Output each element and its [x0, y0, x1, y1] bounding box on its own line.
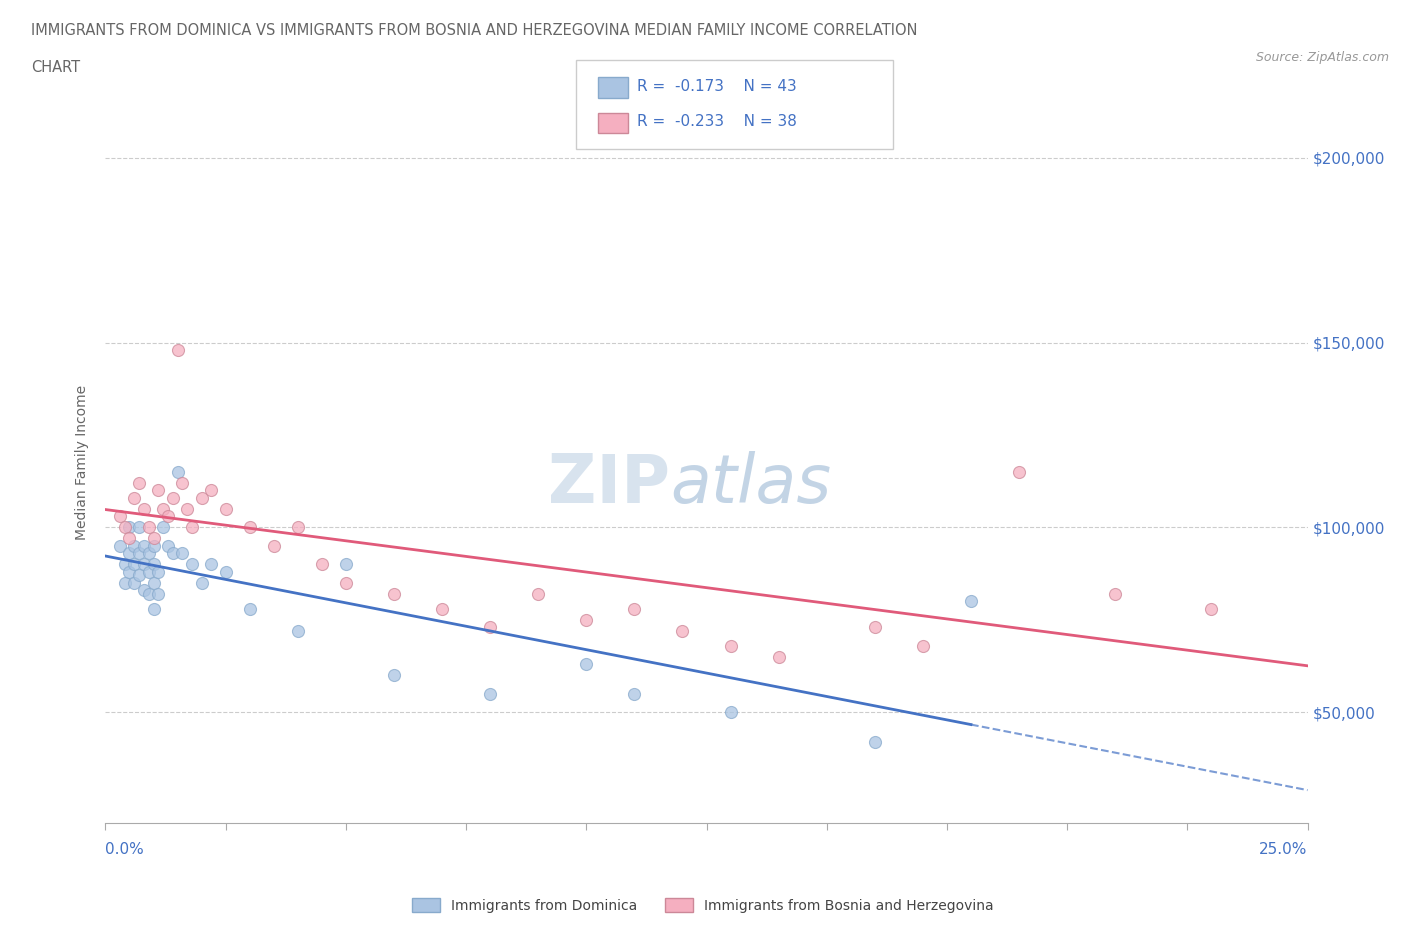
Legend: Immigrants from Dominica, Immigrants from Bosnia and Herzegovina: Immigrants from Dominica, Immigrants fro… — [406, 893, 1000, 919]
Point — [132, 557, 155, 572]
Point — [142, 557, 165, 572]
Point — [148, 565, 170, 579]
Text: 25.0%: 25.0% — [1260, 842, 1308, 857]
Point — [671, 623, 693, 638]
Point — [162, 546, 184, 561]
Point — [132, 583, 155, 598]
Text: atlas: atlas — [671, 451, 831, 517]
Point — [108, 509, 131, 524]
Point — [768, 649, 790, 664]
Point — [287, 520, 309, 535]
Point — [148, 483, 170, 498]
Text: Source: ZipAtlas.com: Source: ZipAtlas.com — [1256, 51, 1389, 64]
Y-axis label: Median Family Income: Median Family Income — [76, 385, 90, 540]
Point — [575, 612, 598, 627]
Point — [172, 475, 194, 490]
Point — [382, 587, 405, 602]
Point — [124, 557, 146, 572]
Point — [114, 557, 136, 572]
Point — [124, 576, 146, 591]
Point — [287, 623, 309, 638]
Point — [200, 557, 222, 572]
Point — [172, 546, 194, 561]
Point — [108, 538, 131, 553]
Point — [1104, 587, 1126, 602]
Point — [128, 475, 150, 490]
Point — [382, 668, 405, 683]
Point — [118, 565, 141, 579]
Point — [128, 568, 150, 583]
Point — [142, 601, 165, 616]
Point — [128, 546, 150, 561]
Point — [335, 576, 357, 591]
Point — [911, 638, 934, 653]
Point — [156, 538, 179, 553]
Point — [132, 538, 155, 553]
Point — [527, 587, 550, 602]
Point — [138, 587, 160, 602]
Point — [118, 520, 141, 535]
Point — [128, 520, 150, 535]
Point — [479, 686, 502, 701]
Point — [166, 464, 188, 479]
Text: CHART: CHART — [31, 60, 80, 75]
Point — [214, 565, 236, 579]
Point — [138, 565, 160, 579]
Point — [142, 576, 165, 591]
Point — [1008, 464, 1031, 479]
Point — [118, 531, 141, 546]
Point — [575, 657, 598, 671]
Point — [156, 509, 179, 524]
Point — [138, 520, 160, 535]
Text: R =  -0.173    N = 43: R = -0.173 N = 43 — [637, 79, 797, 94]
Point — [148, 587, 170, 602]
Point — [176, 501, 198, 516]
Point — [239, 520, 262, 535]
Point — [166, 342, 188, 357]
Point — [152, 501, 174, 516]
Point — [1201, 601, 1223, 616]
Point — [152, 520, 174, 535]
Point — [479, 619, 502, 634]
Point — [430, 601, 453, 616]
Point — [138, 546, 160, 561]
Point — [214, 501, 236, 516]
Point — [720, 638, 742, 653]
Text: R =  -0.233    N = 38: R = -0.233 N = 38 — [637, 114, 797, 129]
Point — [863, 735, 886, 750]
Point — [200, 483, 222, 498]
Point — [239, 601, 262, 616]
Point — [181, 520, 204, 535]
Point — [720, 705, 742, 720]
Point — [124, 538, 146, 553]
Point — [190, 576, 212, 591]
Point — [311, 557, 333, 572]
Point — [960, 594, 983, 609]
Point — [181, 557, 204, 572]
Point — [162, 490, 184, 505]
Point — [863, 619, 886, 634]
Point — [132, 501, 155, 516]
Point — [114, 576, 136, 591]
Point — [114, 520, 136, 535]
Point — [142, 538, 165, 553]
Point — [623, 601, 645, 616]
Point — [124, 490, 146, 505]
Point — [190, 490, 212, 505]
Point — [623, 686, 645, 701]
Point — [142, 531, 165, 546]
Point — [263, 538, 285, 553]
Text: 0.0%: 0.0% — [105, 842, 145, 857]
Text: ZIP: ZIP — [548, 451, 671, 517]
Point — [335, 557, 357, 572]
Text: IMMIGRANTS FROM DOMINICA VS IMMIGRANTS FROM BOSNIA AND HERZEGOVINA MEDIAN FAMILY: IMMIGRANTS FROM DOMINICA VS IMMIGRANTS F… — [31, 23, 918, 38]
Point — [118, 546, 141, 561]
